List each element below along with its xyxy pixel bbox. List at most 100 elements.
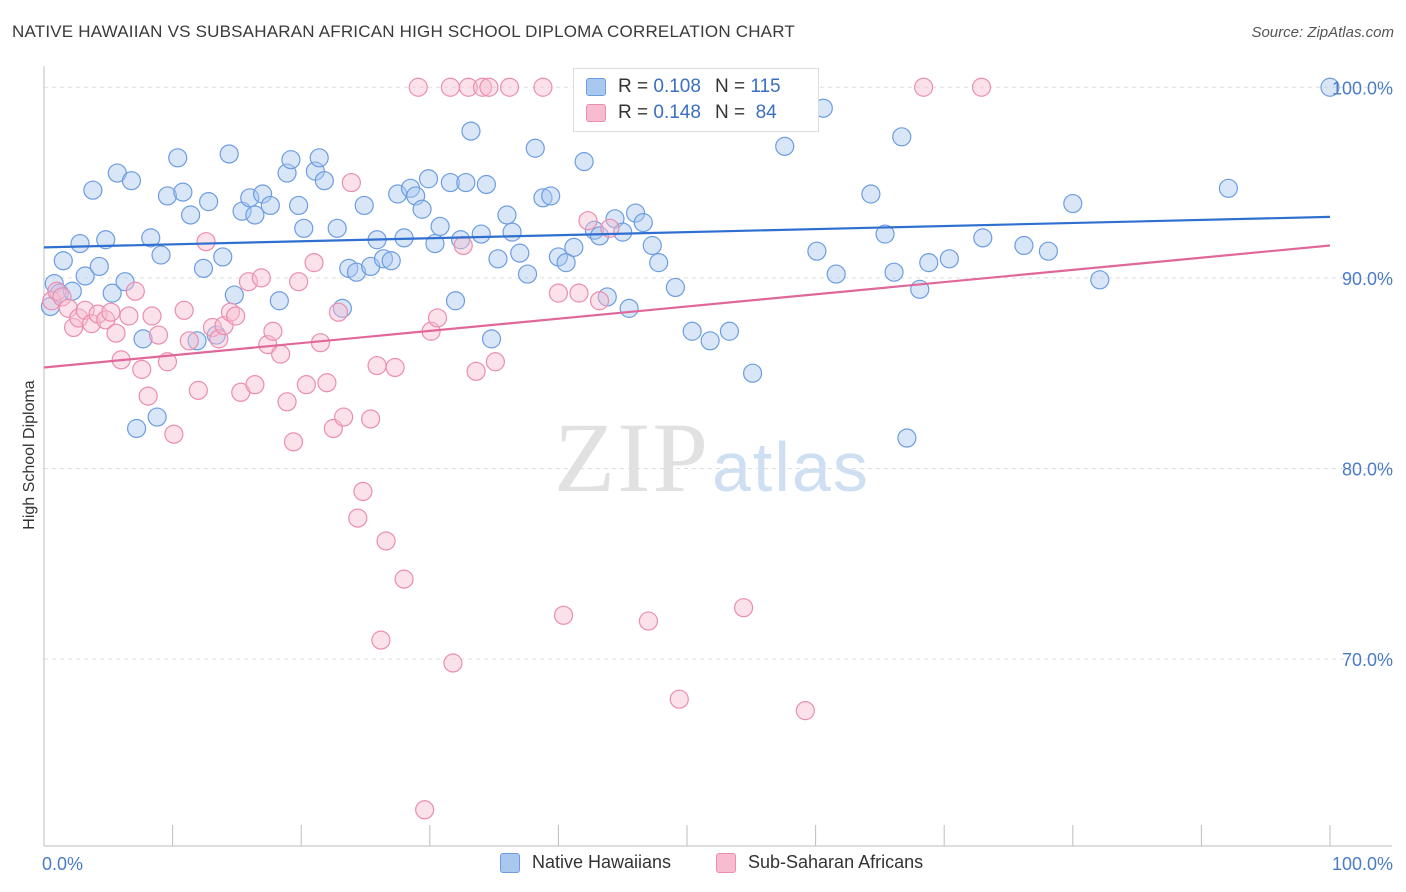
data-point [502, 222, 522, 242]
data-point [443, 653, 463, 673]
data-point [682, 321, 702, 341]
data-point [533, 77, 553, 97]
data-point [875, 224, 895, 244]
data-point [619, 298, 639, 318]
data-point [795, 701, 815, 721]
data-point [245, 375, 265, 395]
data-point [456, 172, 476, 193]
data-point [260, 195, 280, 216]
data-point [142, 306, 162, 326]
data-point [427, 308, 448, 328]
data-point [277, 392, 297, 412]
axes [43, 66, 1392, 847]
data-point [174, 300, 194, 320]
data-point [106, 323, 126, 343]
data-point [196, 232, 216, 252]
data-point [440, 77, 460, 97]
data-point [775, 136, 795, 156]
data-point [939, 249, 959, 269]
data-point [283, 432, 304, 452]
data-point [861, 184, 881, 204]
data-point [63, 317, 84, 338]
data-point [296, 375, 316, 395]
data-point [466, 361, 486, 381]
data-point [353, 481, 373, 502]
watermark-zip: ZIP [554, 402, 710, 513]
data-point [240, 188, 260, 208]
stats-legend: R = 0.108 N = 115 R = 0.148 N = 84 [573, 68, 819, 132]
tick-labels: 70.0% 80.0% 90.0% 100.0% 0.0% 100.0% [42, 78, 1393, 874]
x-tick-label: 0.0% [42, 854, 83, 874]
x-tick-label: 100.0% [1332, 854, 1393, 874]
series-sub-saharan-africans [42, 77, 992, 820]
chart-title: NATIVE HAWAIIAN VS SUBSAHARAN AFRICAN HI… [12, 22, 795, 41]
data-point [589, 291, 610, 311]
data-point [164, 424, 184, 444]
source-label: Source: ZipAtlas.com [1251, 24, 1394, 41]
data-point [102, 283, 122, 303]
data-point [892, 127, 912, 147]
trend-line [43, 244, 1331, 369]
data-point [96, 230, 116, 250]
data-point [553, 605, 574, 625]
data-point [173, 182, 193, 202]
data-point [314, 171, 334, 191]
data-point [224, 285, 244, 305]
data-point [1063, 193, 1083, 214]
data-point [121, 171, 142, 191]
legend-n-label: N = [714, 102, 746, 123]
data-point [481, 329, 502, 349]
data-point [488, 249, 508, 269]
data-point [348, 508, 368, 528]
legend-r-label: R = [618, 102, 649, 123]
data-point [199, 192, 219, 212]
data-point [119, 306, 139, 326]
legend-r-label: R = [618, 76, 649, 97]
data-point [884, 262, 904, 282]
data-point [213, 247, 233, 267]
trend-lines [43, 215, 1331, 369]
data-point [669, 689, 689, 709]
data-point [83, 180, 103, 200]
data-point [453, 235, 473, 256]
data-point [415, 800, 435, 820]
data-point [548, 283, 569, 303]
legend-label: Sub-Saharan Africans [748, 852, 924, 872]
data-point [430, 216, 450, 237]
data-point [517, 264, 538, 284]
data-point [510, 243, 530, 263]
data-point [81, 314, 102, 334]
data-point [472, 77, 493, 97]
data-point [471, 224, 491, 244]
legend-row-native-hawaiians: R = 0.108 N = 115 [586, 74, 781, 100]
data-point [346, 262, 367, 282]
data-point [440, 172, 460, 193]
data-point [418, 169, 439, 189]
legend-r-value: 0.148 [653, 102, 701, 123]
data-point [89, 256, 109, 277]
data-point [47, 281, 67, 301]
data-point [151, 245, 171, 265]
data-point [126, 418, 147, 439]
legend-swatch-pink [716, 852, 736, 873]
data-point [168, 148, 188, 168]
data-point [574, 152, 594, 172]
data-point [251, 268, 271, 288]
data-point [589, 226, 610, 246]
data-point [294, 218, 314, 238]
data-point [148, 325, 169, 345]
legend-row-sub-saharan-africans: R = 0.148 N = 84 [586, 100, 777, 126]
trend-line [43, 215, 1331, 249]
legend-n-label: N = [714, 76, 746, 97]
series-legend: Native Hawaiians Sub-Saharan Africans [0, 852, 1406, 878]
data-point [1090, 270, 1110, 290]
data-point [461, 121, 481, 141]
data-point [376, 531, 396, 551]
data-point [309, 148, 329, 168]
data-point [179, 331, 199, 351]
y-tick-label: 70.0% [1342, 650, 1393, 670]
data-point [341, 172, 361, 193]
data-point [556, 253, 576, 273]
data-point [625, 203, 646, 223]
